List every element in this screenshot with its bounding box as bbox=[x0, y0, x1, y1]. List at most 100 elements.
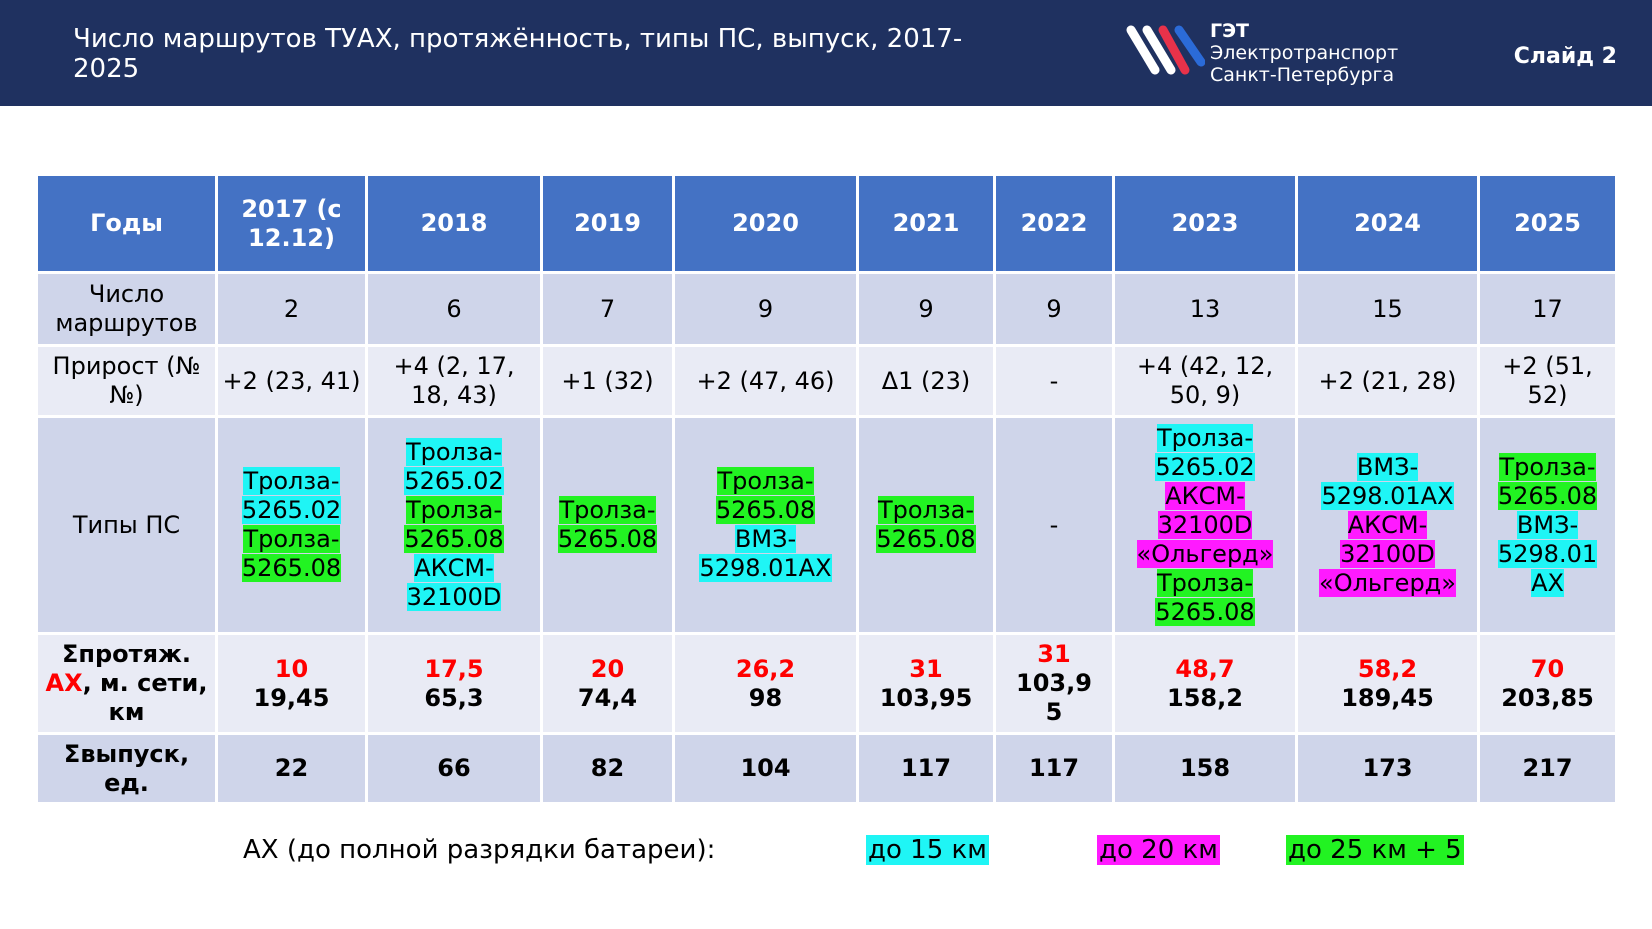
total-length: 189,45 bbox=[1341, 683, 1434, 712]
total-length: 158,2 bbox=[1167, 683, 1243, 712]
logo bbox=[1126, 25, 1205, 75]
vehicle-type: Тролза- 5265.02 bbox=[241, 467, 342, 524]
column-header: 2020 bbox=[672, 173, 859, 274]
cell: +2 (21, 28) bbox=[1295, 344, 1480, 418]
cell: 48,7 158,2 bbox=[1112, 632, 1298, 735]
vehicle-type: ВМЗ- 5298.01АХ bbox=[699, 525, 832, 582]
column-header: 2021 bbox=[856, 173, 996, 274]
cell: 70 203,85 bbox=[1477, 632, 1618, 735]
row-label: Σпротяж. АХ, м. сети, км bbox=[35, 632, 218, 735]
total-length: 74,4 bbox=[577, 683, 638, 712]
ax-length: 70 bbox=[1530, 654, 1565, 683]
cell: ВМЗ- 5298.01АХ АКСМ- 32100D «Ольгерд» bbox=[1295, 415, 1480, 635]
cell: +4 (42, 12, 50, 9) bbox=[1112, 344, 1298, 418]
cell: 117 bbox=[856, 732, 996, 805]
cell: 2 bbox=[215, 271, 368, 347]
cell: 7 bbox=[540, 271, 675, 347]
column-header: Годы bbox=[35, 173, 218, 274]
ax-length: 26,2 bbox=[735, 654, 796, 683]
table: Годы 2017 (с 12.12) 2018 2019 2020 2021 2022 20… bbox=[35, 173, 1618, 805]
cell: 17,5 65,3 bbox=[365, 632, 543, 735]
cell: Тролза- 5265.08 ВМЗ- 5298.01АХ bbox=[672, 415, 859, 635]
cell: 20 74,4 bbox=[540, 632, 675, 735]
vehicle-type: Тролза- 5265.08 bbox=[715, 467, 816, 524]
total-length: 103,9 5 bbox=[1016, 669, 1092, 726]
cell: 31 103,9 5 bbox=[993, 632, 1115, 735]
slide-number: Слайд 2 bbox=[1513, 44, 1617, 69]
cell: 58,2 189,45 bbox=[1295, 632, 1480, 735]
logo-line: Электротранспорт bbox=[1210, 42, 1399, 64]
row-label: Σвыпуск, ед. bbox=[35, 732, 218, 805]
cell: 17 bbox=[1477, 271, 1618, 347]
ax-length: 31 bbox=[1037, 640, 1071, 668]
row: Σвыпуск, ед. 22 66 82 104 117 117 158 173 217 bbox=[35, 732, 1618, 805]
cell: 26,2 98 bbox=[672, 632, 859, 735]
cell: 22 bbox=[215, 732, 368, 805]
ax-length: 31 bbox=[909, 654, 943, 683]
cell: 6 bbox=[365, 271, 543, 347]
row: Σпротяж. АХ, м. сети, км 10 19,45 17,5 65,3 2… bbox=[35, 632, 1618, 735]
vehicle-type: АКСМ- 32100D «Ольгерд» bbox=[1319, 510, 1456, 597]
cell: 117 bbox=[993, 732, 1115, 805]
cell: 173 bbox=[1295, 732, 1480, 805]
logo-line: Санкт-Петербурга bbox=[1210, 64, 1395, 86]
ax-length: 20 bbox=[590, 654, 625, 683]
cell: 9 bbox=[672, 271, 859, 347]
title: Число маршрутов ТУАХ, протяжённость, тип… bbox=[73, 24, 963, 84]
row-label: Прирост (№№) bbox=[35, 344, 218, 418]
vehicle-type: ВМЗ- 5298.01 АХ bbox=[1497, 510, 1598, 597]
cell: 9 bbox=[993, 271, 1115, 347]
logo-text: ГЭТ Электротранспорт Санкт-Петербурга bbox=[1210, 20, 1398, 86]
legend-title: АХ (до полной разрядки батареи): bbox=[243, 835, 716, 865]
total-length: 19,45 bbox=[253, 683, 330, 712]
ax-length: 10 bbox=[274, 654, 309, 683]
legend-item: до 15 км bbox=[866, 835, 989, 865]
row-label: Типы ПС bbox=[35, 415, 218, 635]
column-header: 2019 bbox=[540, 173, 675, 274]
row-label: Число маршрутов bbox=[35, 271, 218, 347]
vehicle-type: АКСМ- 32100D «Ольгерд» bbox=[1136, 481, 1274, 568]
ax-length: 17,5 bbox=[424, 654, 484, 683]
total-length: 203,85 bbox=[1501, 683, 1594, 712]
cell: +1 (32) bbox=[540, 344, 675, 418]
column-header: 2018 bbox=[365, 173, 543, 274]
logo-abbr: ГЭТ bbox=[1210, 20, 1250, 42]
cell: 158 bbox=[1112, 732, 1298, 805]
cell: 31 103,95 bbox=[856, 632, 996, 735]
header: Число маршрутов ТУАХ, протяжённость, тип… bbox=[0, 0, 1652, 106]
cell: - bbox=[993, 415, 1115, 635]
cell: 10 19,45 bbox=[215, 632, 368, 735]
label-part: , м. сети, км bbox=[82, 669, 208, 726]
vehicle-type: Тролза- 5265.08 bbox=[1497, 452, 1598, 510]
cell: +2 (47, 46) bbox=[672, 344, 859, 418]
legend-item: до 20 км bbox=[1097, 835, 1220, 865]
row: Типы ПС Тролза- 5265.02 Тролза- 5265.08 Тро… bbox=[35, 415, 1618, 635]
cell: Δ1 (23) bbox=[856, 344, 996, 418]
column-header: 2023 bbox=[1112, 173, 1298, 274]
cell: 15 bbox=[1295, 271, 1480, 347]
cell: Тролза- 5265.02 Тролза- 5265.08 bbox=[215, 415, 368, 635]
cell: 9 bbox=[856, 271, 996, 347]
cell: +2 (51, 52) bbox=[1477, 344, 1618, 418]
vehicle-type: ВМЗ- 5298.01АХ bbox=[1321, 452, 1454, 510]
row: Число маршрутов 2 6 7 9 9 9 13 15 17 bbox=[35, 271, 1618, 347]
cell: 217 bbox=[1477, 732, 1618, 805]
vehicle-type: Тролза- 5265.08 bbox=[241, 525, 342, 582]
cell: 82 bbox=[540, 732, 675, 805]
column-header: 2025 bbox=[1477, 173, 1618, 274]
label-part: АХ bbox=[45, 669, 83, 697]
label-part: Σпротяж. bbox=[62, 640, 191, 668]
cell: Тролза- 5265.02 Тролза- 5265.08 АКСМ- 3210… bbox=[365, 415, 543, 635]
vehicle-type: АКСМ- 32100D bbox=[406, 554, 502, 611]
cell: 66 bbox=[365, 732, 543, 805]
vehicle-type: Тролза- 5265.08 bbox=[1155, 568, 1255, 626]
cell: Тролза- 5265.02 АКСМ- 32100D «Ольгерд» Тро… bbox=[1112, 415, 1298, 635]
total-length: 65,3 bbox=[424, 683, 484, 712]
cell: - bbox=[993, 344, 1115, 418]
cell: Тролза- 5265.08 bbox=[856, 415, 996, 635]
vehicle-type: Тролза- 5265.08 bbox=[876, 496, 976, 553]
vehicle-type: Тролза- 5265.08 bbox=[404, 496, 504, 553]
cell: +2 (23, 41) bbox=[215, 344, 368, 418]
ax-length: 58,2 bbox=[1357, 654, 1418, 683]
